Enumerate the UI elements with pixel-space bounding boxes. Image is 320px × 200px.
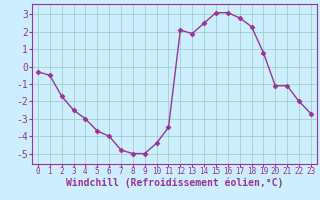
X-axis label: Windchill (Refroidissement éolien,°C): Windchill (Refroidissement éolien,°C) (66, 177, 283, 188)
